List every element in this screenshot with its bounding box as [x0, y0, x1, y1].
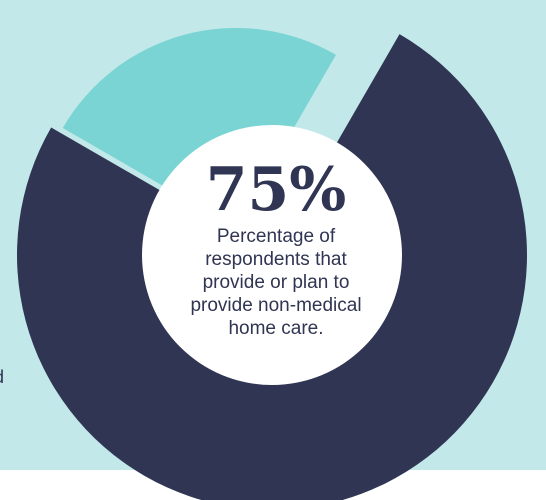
- donut-slice-2: [62, 27, 336, 228]
- value-label: 75%: [206, 155, 347, 225]
- clipped-side-text: d: [0, 367, 4, 388]
- caption-line-4: provide non-medical: [190, 295, 361, 316]
- caption-line-2: respondents that: [205, 249, 347, 270]
- donut-center-circle: [142, 125, 402, 385]
- caption-line-3: provide or plan to: [203, 272, 350, 293]
- caption-line-1: Percentage of: [217, 226, 336, 247]
- caption-line-5: home care.: [228, 318, 323, 339]
